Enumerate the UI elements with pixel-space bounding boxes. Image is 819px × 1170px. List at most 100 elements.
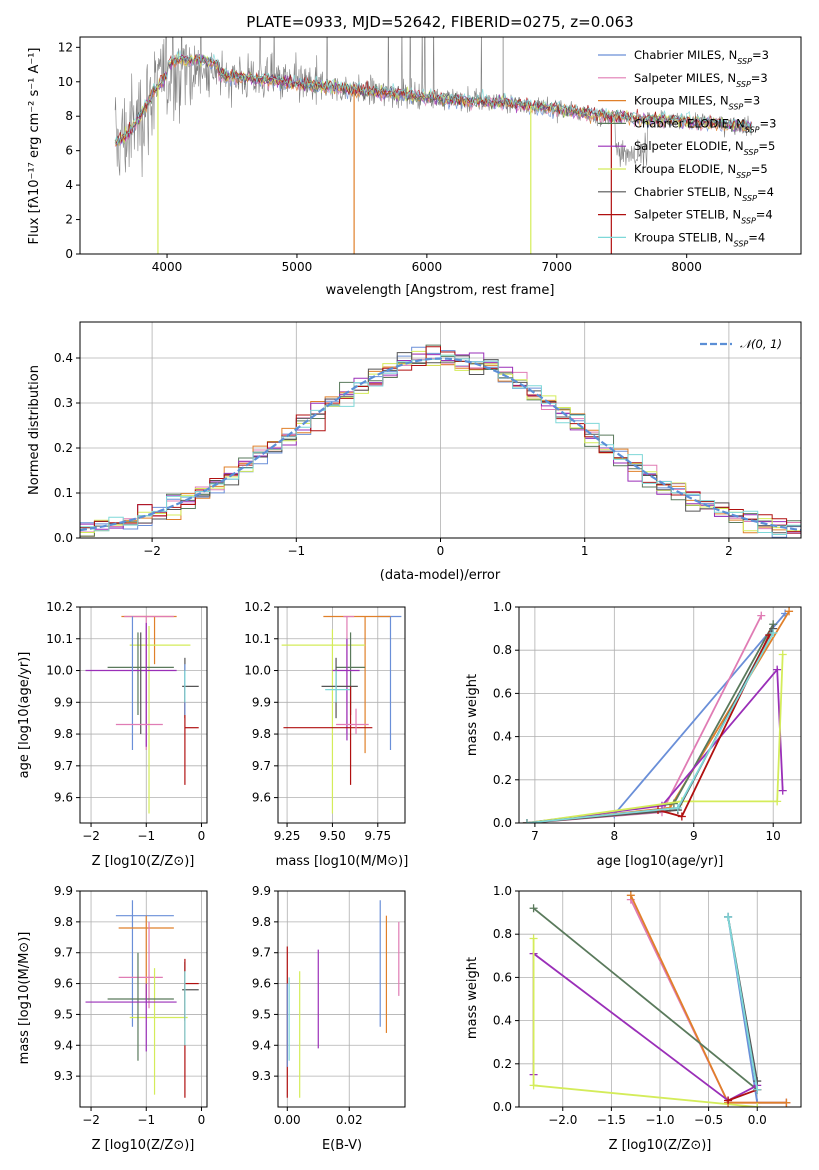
mass-weight-point-marker	[657, 801, 666, 810]
mass-weight-series-line	[526, 628, 774, 823]
x-tick-label: 7	[531, 829, 539, 843]
x-tick-label: −1	[287, 544, 305, 558]
x-tick-label: 0.02	[336, 1113, 363, 1127]
y-tick-label: 9.6	[252, 977, 271, 991]
model-spectrum-line	[114, 53, 752, 147]
x-tick-label: 0	[198, 1113, 206, 1127]
x-tick-label: 8	[611, 829, 619, 843]
spectrum-xlabel: wavelength [Angstrom, rest frame]	[326, 283, 555, 298]
mass-weight-vs-age-ylabel: mass weight	[465, 674, 480, 756]
x-tick-label: 5000	[282, 260, 313, 274]
x-tick-label: −2	[82, 1113, 100, 1127]
y-tick-label: 10.2	[244, 600, 271, 614]
y-tick-label: 9.7	[252, 759, 271, 773]
mass-weight-series-line	[526, 632, 774, 823]
mass-weight-vs-metallicity-ylabel: mass weight	[465, 957, 480, 1039]
y-tick-label: 10.1	[244, 632, 271, 646]
y-tick-label: 9.7	[54, 759, 73, 773]
figure-title: PLATE=0933, MJD=52642, FIBERID=0275, z=0…	[246, 13, 633, 31]
y-tick-label: 9.9	[54, 884, 73, 898]
plot-content	[85, 900, 199, 1098]
histogram-step-line	[80, 346, 801, 533]
y-tick-label: 0.0	[493, 816, 512, 830]
legend-entry: Kroupa MILES, NSSP=3	[634, 94, 760, 112]
mass-weight-point-marker	[677, 812, 686, 821]
y-tick-label: 9.8	[252, 727, 271, 741]
age-vs-mass-plot-area: 9.25 9.50 9.75 9.6 9.7 9.8 9.9 10.0 10.1 10.2	[244, 600, 406, 843]
mass-vs-metallicity-ylabel: mass [log10(M/M⊙)]	[17, 932, 32, 1065]
mass-weight-point-marker	[773, 797, 782, 806]
x-tick-label: −1	[137, 829, 155, 843]
mass-weight-vs-metallicity-xlabel: Z [log10(Z/Z⊙)]	[609, 1138, 712, 1153]
y-tick-label: 0.3	[54, 396, 73, 410]
y-tick-label: 9.8	[252, 915, 271, 929]
mass-weight-point-marker	[724, 912, 733, 921]
y-tick-label: 0	[65, 247, 73, 261]
y-tick-label: 0.8	[493, 643, 512, 657]
axes-frame	[518, 606, 802, 824]
mass-weight-vs-metallicity-panel: −2.0 −1.5 −1.0 −0.5 0.0 0.0 0.2 0.4 0.6 0.8 1.0 Z …	[465, 884, 802, 1153]
mass-weight-point-marker	[673, 803, 682, 812]
mass-vs-extinction-xlabel: E(B-V)	[322, 1138, 362, 1153]
mass-weight-series-line	[533, 907, 758, 1091]
mass-weight-point-marker	[753, 1077, 762, 1086]
legend-entry: Salpeter STELIB, NSSP=4	[634, 208, 773, 226]
y-tick-label: 0.1	[54, 486, 73, 500]
mass-weight-point-marker	[757, 611, 766, 620]
gaussian-curve	[80, 357, 801, 532]
y-tick-label: 9.9	[252, 695, 271, 709]
x-tick-label: −1.0	[645, 1113, 674, 1127]
y-tick-label: 4	[65, 178, 73, 192]
age-vs-metallicity-ylabel: age [log10(age/yr)]	[17, 652, 32, 779]
mass-vs-metallicity-xlabel: Z [log10(Z/Z⊙)]	[92, 1138, 195, 1153]
y-tick-label: 9.3	[54, 1069, 73, 1083]
mass-weight-point-marker	[778, 650, 787, 659]
x-tick-label: 0	[437, 544, 445, 558]
spectrum-plot-area: 4000 5000 6000 7000 8000 0 2 4 6 8 10 12	[58, 36, 802, 274]
mass-vs-extinction-plot-area: 0.00 0.02 9.3 9.4 9.5 9.6 9.7 9.8 9.9	[252, 884, 406, 1127]
mass-vs-extinction-panel: 0.00 0.02 9.3 9.4 9.5 9.6 9.7 9.8 9.9 E(B-V)	[252, 884, 406, 1153]
x-tick-label: −2	[143, 544, 161, 558]
axes-frame	[79, 606, 208, 824]
model-spectrum-line	[114, 54, 752, 144]
mass-weight-series-line	[526, 634, 771, 823]
legend-entry: Chabrier MILES, NSSP=3	[634, 48, 769, 66]
mass-vs-metallicity-panel: −2 −1 0 9.3 9.4 9.5 9.6 9.7 9.8 9.9 Z [log10(Z/Z⊙…	[17, 884, 208, 1153]
mass-weight-point-marker	[522, 819, 531, 823]
y-tick-label: 9.8	[54, 915, 73, 929]
x-tick-label: 7000	[541, 260, 572, 274]
mass-weight-series-line	[526, 654, 784, 823]
age-vs-metallicity-xlabel: Z [log10(Z/Z⊙)]	[92, 854, 195, 869]
plot-content	[281, 615, 402, 814]
age-vs-metallicity-plot-area: −2 −1 0 9.6 9.7 9.8 9.9 10.0 10.1 10.2	[46, 600, 208, 843]
y-tick-label: 9.6	[54, 791, 73, 805]
mass-weight-point-marker	[529, 904, 538, 913]
mass-weight-series-line	[526, 610, 790, 823]
y-tick-label: 9.7	[54, 946, 73, 960]
y-tick-label: 0.8	[493, 927, 512, 941]
histogram-xlabel: (data-model)/error	[380, 568, 501, 583]
y-tick-label: 10.0	[46, 664, 73, 678]
mass-weight-point-marker	[626, 891, 635, 900]
y-tick-label: 0.6	[493, 970, 512, 984]
x-tick-label: −2.0	[548, 1113, 577, 1127]
x-tick-label: 2	[725, 544, 733, 558]
y-tick-label: 10.1	[46, 632, 73, 646]
model-spectrum-line	[114, 50, 752, 144]
mass-weight-point-marker	[773, 665, 782, 674]
x-tick-label: 4000	[152, 260, 183, 274]
mass-weight-point-marker	[753, 1103, 762, 1107]
histogram-legend: 𝒩(0, 1)	[700, 337, 782, 351]
model-spectrum-line	[114, 53, 752, 144]
y-tick-label: 1.0	[493, 600, 512, 614]
mass-weight-vs-age-panel: 7 8 9 10 0.0 0.2 0.4 0.6 0.8 1.0 age [log10(age/y…	[465, 600, 802, 869]
histogram-step-line	[80, 350, 801, 534]
mass-weight-point-marker	[778, 786, 787, 795]
y-tick-label: 6	[65, 144, 73, 158]
y-tick-label: 1.0	[493, 884, 512, 898]
legend-entry: Salpeter ELODIE, NSSP=5	[634, 139, 775, 157]
y-tick-label: 0.4	[493, 1014, 512, 1028]
y-tick-label: 9.3	[252, 1069, 271, 1083]
y-tick-label: 0.2	[493, 1057, 512, 1071]
